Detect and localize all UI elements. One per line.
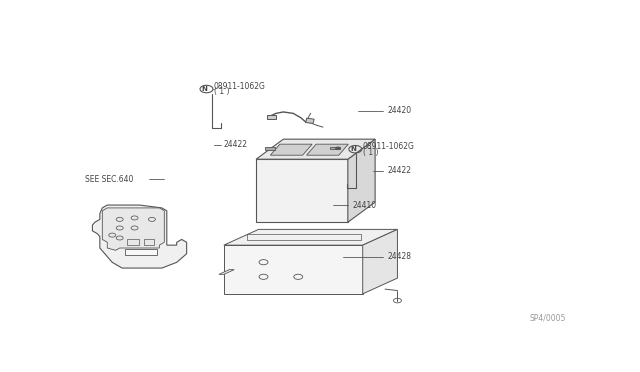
- Text: 24410: 24410: [353, 201, 377, 209]
- Polygon shape: [219, 270, 234, 275]
- Text: 08911-1062G: 08911-1062G: [214, 82, 266, 91]
- Polygon shape: [307, 144, 348, 155]
- Text: 24422: 24422: [224, 140, 248, 150]
- Polygon shape: [224, 230, 397, 245]
- Text: 08911-1062G: 08911-1062G: [363, 142, 415, 151]
- Text: 24422: 24422: [388, 166, 412, 175]
- Polygon shape: [306, 118, 314, 124]
- Circle shape: [335, 147, 340, 150]
- Polygon shape: [125, 250, 157, 255]
- Polygon shape: [265, 147, 275, 150]
- Text: 24420: 24420: [388, 106, 412, 115]
- Text: 24428: 24428: [388, 252, 412, 261]
- Polygon shape: [102, 208, 164, 250]
- Text: ( 1 ): ( 1 ): [363, 148, 378, 157]
- Text: ( 1 ): ( 1 ): [214, 87, 229, 96]
- Polygon shape: [268, 115, 276, 119]
- Text: SEE SEC.640: SEE SEC.640: [85, 175, 133, 184]
- Polygon shape: [256, 159, 348, 222]
- Text: N: N: [350, 146, 356, 152]
- Polygon shape: [363, 230, 397, 294]
- Polygon shape: [256, 139, 375, 159]
- Polygon shape: [348, 139, 375, 222]
- Polygon shape: [330, 147, 340, 150]
- Polygon shape: [92, 205, 187, 268]
- Polygon shape: [224, 245, 363, 294]
- Polygon shape: [270, 144, 312, 155]
- Text: N: N: [202, 86, 207, 92]
- Text: SP4/0005: SP4/0005: [530, 314, 566, 323]
